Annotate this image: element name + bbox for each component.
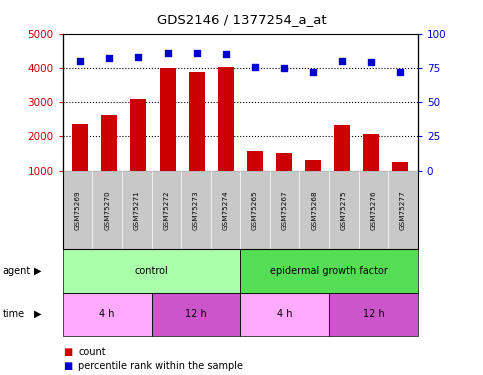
Text: 4 h: 4 h bbox=[99, 309, 115, 319]
Point bbox=[164, 50, 171, 56]
Text: ▶: ▶ bbox=[34, 309, 42, 319]
Bar bbox=[189, 72, 205, 205]
Bar bbox=[218, 67, 234, 205]
Text: GSM75273: GSM75273 bbox=[193, 190, 199, 230]
Text: agent: agent bbox=[2, 266, 30, 276]
Text: count: count bbox=[78, 347, 106, 357]
Bar bbox=[159, 68, 175, 205]
Text: ▶: ▶ bbox=[34, 266, 42, 276]
Point bbox=[222, 51, 229, 57]
Text: control: control bbox=[135, 266, 169, 276]
Bar bbox=[101, 115, 117, 205]
Bar bbox=[276, 153, 292, 205]
Text: GSM75275: GSM75275 bbox=[341, 190, 347, 230]
Text: GSM75269: GSM75269 bbox=[74, 190, 81, 230]
Point bbox=[251, 64, 259, 70]
Bar bbox=[247, 151, 263, 205]
Text: GSM75268: GSM75268 bbox=[311, 190, 317, 230]
Text: GSM75270: GSM75270 bbox=[104, 190, 110, 230]
Text: percentile rank within the sample: percentile rank within the sample bbox=[78, 361, 243, 371]
Point bbox=[76, 58, 84, 64]
Bar bbox=[363, 134, 379, 205]
Point bbox=[135, 54, 142, 60]
Text: 12 h: 12 h bbox=[185, 309, 207, 319]
Point bbox=[105, 56, 113, 62]
Point bbox=[309, 69, 317, 75]
Text: epidermal growth factor: epidermal growth factor bbox=[270, 266, 388, 276]
Text: 12 h: 12 h bbox=[363, 309, 384, 319]
Text: GSM75271: GSM75271 bbox=[134, 190, 140, 230]
Bar bbox=[130, 99, 146, 205]
Text: 4 h: 4 h bbox=[277, 309, 292, 319]
Bar bbox=[392, 162, 408, 205]
Text: GSM75272: GSM75272 bbox=[163, 190, 170, 230]
Text: GDS2146 / 1377254_a_at: GDS2146 / 1377254_a_at bbox=[156, 13, 327, 26]
Bar bbox=[305, 160, 321, 205]
Text: ■: ■ bbox=[63, 361, 72, 371]
Text: GSM75276: GSM75276 bbox=[370, 190, 376, 230]
Point bbox=[280, 65, 288, 71]
Text: ■: ■ bbox=[63, 347, 72, 357]
Text: GSM75277: GSM75277 bbox=[400, 190, 406, 230]
Text: time: time bbox=[2, 309, 25, 319]
Bar bbox=[72, 124, 88, 205]
Bar bbox=[334, 125, 350, 205]
Text: GSM75265: GSM75265 bbox=[252, 190, 258, 230]
Point bbox=[338, 58, 346, 64]
Point bbox=[193, 50, 200, 56]
Text: GSM75267: GSM75267 bbox=[282, 190, 288, 230]
Text: GSM75274: GSM75274 bbox=[223, 190, 228, 230]
Point bbox=[368, 60, 375, 66]
Point bbox=[397, 69, 404, 75]
